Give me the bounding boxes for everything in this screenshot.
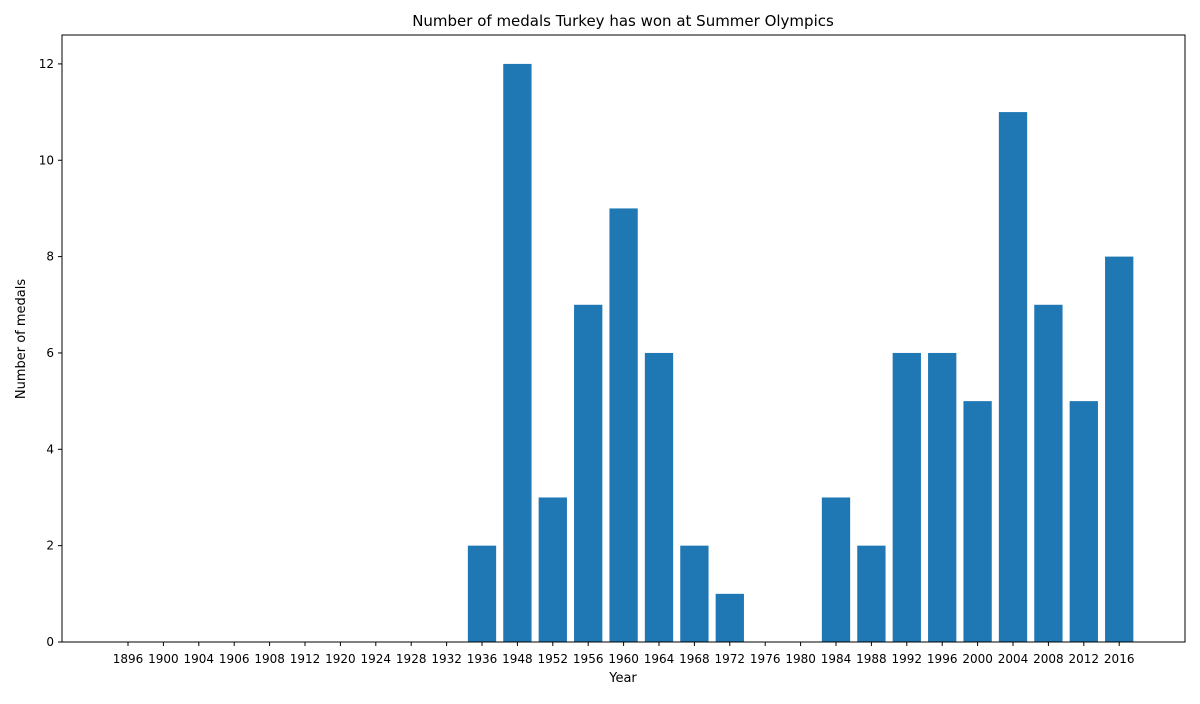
bar-1992 [892, 352, 921, 642]
bar-2012 [1069, 401, 1098, 642]
x-tick-label: 2008 [1033, 652, 1064, 666]
x-tick-label: 1928 [396, 652, 427, 666]
y-tick-label: 8 [46, 250, 54, 264]
bar-1948 [503, 63, 532, 642]
x-tick-label: 1900 [148, 652, 179, 666]
x-tick-label: 2000 [962, 652, 993, 666]
x-tick-label: 2016 [1104, 652, 1135, 666]
chart-title: Number of medals Turkey has won at Summe… [412, 12, 834, 30]
y-axis-ticks: 0 2 4 6 8 10 12 [39, 57, 62, 649]
x-tick-label: 1964 [644, 652, 675, 666]
bars-group [467, 63, 1134, 642]
bar-2016 [1105, 256, 1134, 642]
x-tick-label: 1896 [113, 652, 144, 666]
x-tick-label: 1912 [290, 652, 321, 666]
bar-1968 [680, 545, 709, 642]
y-axis-label: Number of medals [14, 279, 29, 400]
x-tick-label: 2012 [1069, 652, 1100, 666]
bar-2004 [998, 112, 1028, 642]
x-tick-label: 1992 [892, 652, 923, 666]
y-tick-label: 6 [46, 346, 54, 360]
x-tick-label: 1968 [679, 652, 710, 666]
x-tick-label: 1936 [467, 652, 498, 666]
bar-1988 [857, 545, 886, 642]
plot-frame [61, 34, 1186, 643]
bar-1936 [467, 545, 497, 642]
x-tick-label: 1956 [573, 652, 604, 666]
bar-2000 [963, 401, 992, 642]
bar-1984 [821, 497, 851, 642]
y-tick-label: 10 [39, 153, 54, 167]
y-tick-label: 12 [39, 57, 54, 71]
x-tick-label: 2004 [998, 652, 1029, 666]
x-tick-label: 1952 [538, 652, 569, 666]
x-tick-label: 1976 [750, 652, 781, 666]
y-tick-label: 2 [46, 539, 54, 553]
bar-1964 [644, 352, 674, 642]
x-tick-label: 1904 [184, 652, 215, 666]
x-tick-label: 1932 [431, 652, 462, 666]
bar-2008 [1034, 304, 1063, 642]
bar-1996 [928, 352, 957, 642]
x-tick-label: 1984 [821, 652, 852, 666]
x-tick-label: 1988 [856, 652, 887, 666]
bar-1952 [538, 497, 567, 642]
x-tick-label: 1980 [785, 652, 816, 666]
bar-1956 [574, 304, 603, 642]
bar-1960 [609, 208, 638, 642]
x-tick-label: 1920 [325, 652, 356, 666]
x-tick-label: 1960 [608, 652, 639, 666]
x-tick-label: 1908 [254, 652, 285, 666]
x-axis-ticks: 1896 1900 1904 1906 1908 1912 1920 1924 1928 1932… [113, 642, 1135, 666]
y-tick-label: 0 [46, 635, 54, 649]
x-tick-label: 1972 [715, 652, 746, 666]
x-axis-label: Year [608, 671, 637, 686]
x-tick-label: 1924 [361, 652, 392, 666]
y-tick-label: 4 [46, 442, 54, 456]
x-tick-label: 1948 [502, 652, 533, 666]
x-tick-label: 1996 [927, 652, 958, 666]
bar-1972 [715, 593, 744, 642]
x-tick-label: 1906 [219, 652, 250, 666]
